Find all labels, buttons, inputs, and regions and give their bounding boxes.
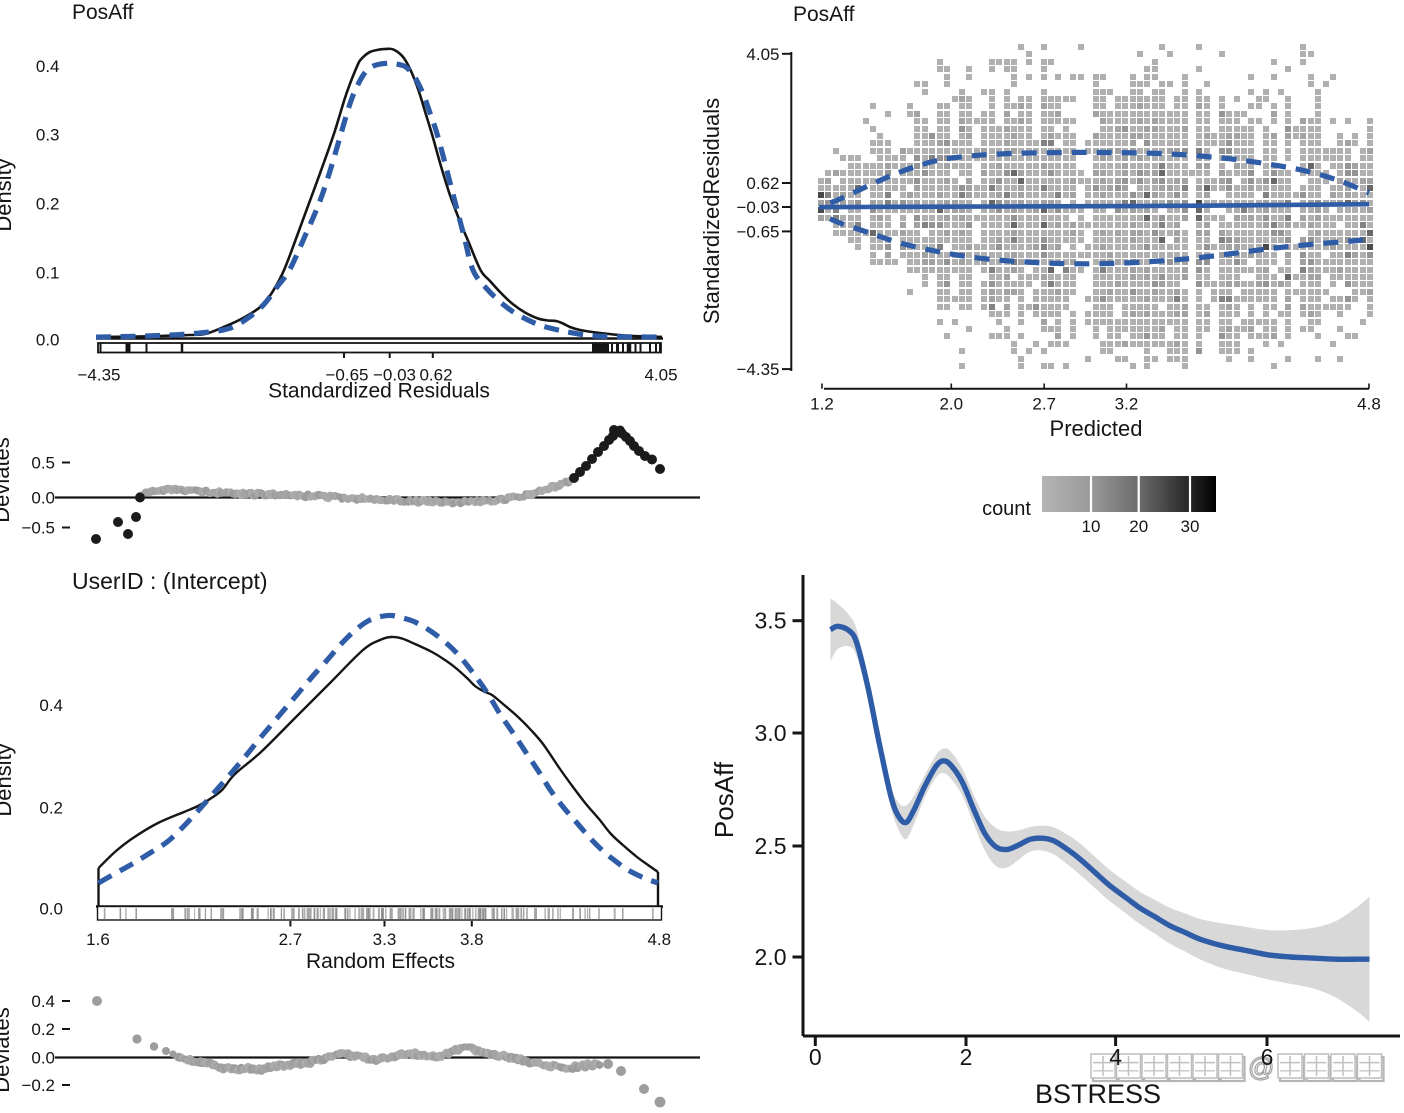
svg-text:0.4: 0.4 [31, 992, 55, 1011]
svg-text:−0.65: −0.65 [736, 222, 779, 241]
svg-text:10: 10 [1082, 517, 1101, 536]
svg-text:0.5: 0.5 [31, 454, 55, 473]
svg-text:0.0: 0.0 [31, 1049, 55, 1068]
svg-text:4.05: 4.05 [746, 45, 779, 64]
svg-text:@: @ [1248, 1052, 1274, 1082]
svg-text:count: count [982, 498, 1031, 520]
svg-text:2.0: 2.0 [939, 395, 963, 414]
svg-text:4: 4 [1109, 1044, 1122, 1070]
svg-text:6: 6 [1261, 1044, 1274, 1070]
svg-text:0.0: 0.0 [39, 900, 63, 919]
svg-text:Deviates: Deviates [0, 437, 14, 523]
svg-text:0.4: 0.4 [36, 57, 60, 76]
svg-text:2.5: 2.5 [755, 833, 787, 859]
svg-text:0.62: 0.62 [419, 366, 452, 385]
svg-text:Deviates: Deviates [0, 1007, 14, 1093]
svg-text:3.0: 3.0 [755, 720, 787, 746]
svg-text:2: 2 [960, 1044, 973, 1070]
svg-text:4.05: 4.05 [644, 366, 677, 385]
svg-text:0.0: 0.0 [36, 331, 60, 350]
svg-text:Predicted: Predicted [1050, 416, 1143, 441]
svg-text:−0.5: −0.5 [21, 519, 55, 538]
svg-text:30: 30 [1181, 517, 1200, 536]
svg-text:BSTRESS: BSTRESS [1035, 1079, 1161, 1109]
svg-text:2.7: 2.7 [279, 930, 303, 949]
svg-text:0.4: 0.4 [39, 696, 63, 715]
svg-text:−0.2: −0.2 [21, 1076, 55, 1095]
svg-text:Density: Density [0, 743, 16, 816]
svg-text:Random Effects: Random Effects [306, 950, 455, 973]
svg-text:1.6: 1.6 [86, 930, 110, 949]
svg-text:2.0: 2.0 [755, 944, 787, 970]
svg-text:Standardized Residuals: Standardized Residuals [268, 380, 490, 403]
svg-text:0.3: 0.3 [36, 125, 60, 144]
svg-text:PosAff: PosAff [793, 3, 855, 26]
svg-text:1.2: 1.2 [810, 395, 834, 414]
svg-text:0.62: 0.62 [746, 174, 779, 193]
svg-text:−0.03: −0.03 [736, 198, 779, 217]
svg-text:0.0: 0.0 [31, 489, 55, 508]
svg-text:3.8: 3.8 [460, 930, 484, 949]
svg-text:Density: Density [0, 158, 16, 231]
svg-text:4.8: 4.8 [1357, 395, 1381, 414]
svg-text:−4.35: −4.35 [77, 366, 120, 385]
svg-text:−4.35: −4.35 [736, 360, 779, 379]
svg-text:PosAff: PosAff [72, 1, 134, 24]
svg-text:0.2: 0.2 [36, 194, 60, 213]
svg-text:StandardizedResiduals: StandardizedResiduals [699, 98, 724, 324]
svg-text:4.8: 4.8 [647, 930, 671, 949]
svg-text:0.2: 0.2 [39, 799, 63, 818]
svg-text:3.2: 3.2 [1115, 395, 1139, 414]
svg-text:0.1: 0.1 [36, 263, 60, 282]
svg-text:3.3: 3.3 [373, 930, 397, 949]
svg-text:20: 20 [1129, 517, 1148, 536]
svg-text:0: 0 [809, 1044, 822, 1070]
svg-text:UserID : (Intercept): UserID : (Intercept) [72, 568, 268, 594]
svg-text:−0.03: −0.03 [373, 366, 416, 385]
svg-text:2.7: 2.7 [1032, 395, 1056, 414]
svg-text:0.2: 0.2 [31, 1020, 55, 1039]
svg-text:PosAff: PosAff [709, 761, 739, 838]
svg-text:−0.65: −0.65 [325, 366, 368, 385]
svg-text:3.5: 3.5 [755, 608, 787, 634]
